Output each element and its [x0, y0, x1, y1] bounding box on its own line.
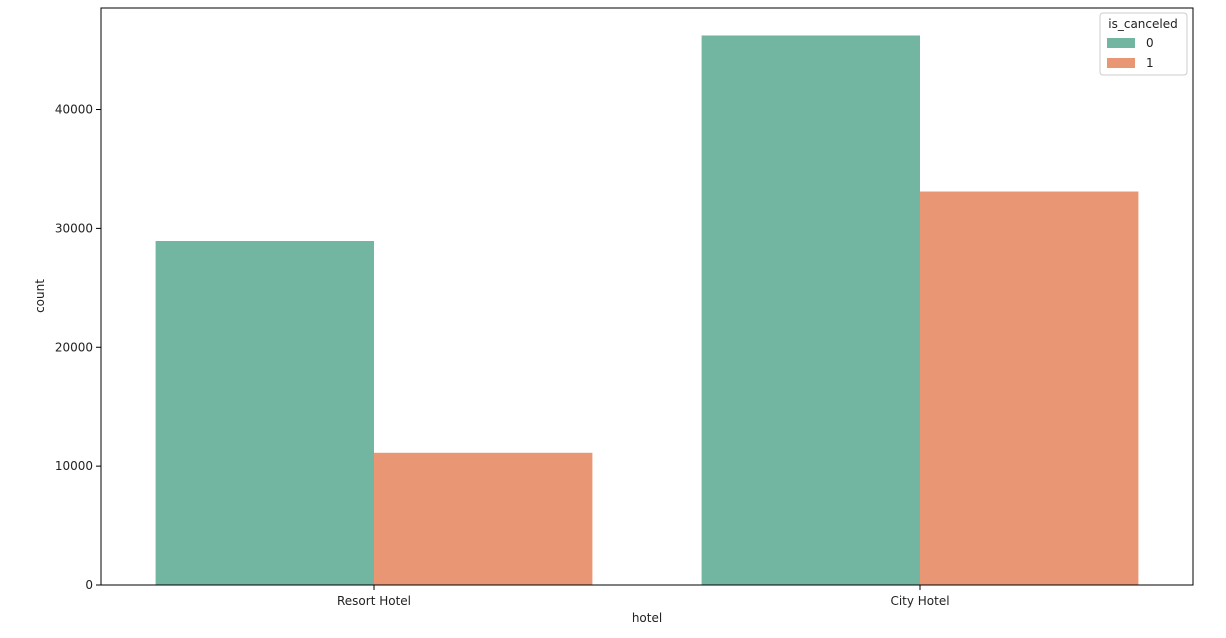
legend-swatch-0 [1107, 38, 1135, 48]
legend-items: 01 [1107, 36, 1154, 70]
bar-resort-hotel-series-1 [374, 452, 593, 585]
y-tick-label: 20000 [55, 340, 93, 354]
y-tick-label: 40000 [55, 103, 93, 117]
bar-city-hotel-series-0 [701, 35, 920, 586]
x-axis: Resort Hotel City Hotel [337, 585, 950, 608]
x-tick-label: Resort Hotel [337, 594, 411, 608]
y-tick-label: 0 [85, 578, 93, 592]
legend-title: is_canceled [1108, 17, 1177, 31]
y-axis-label: count [33, 279, 47, 313]
legend: is_canceled 01 [1099, 12, 1188, 76]
x-tick-label: City Hotel [890, 594, 949, 608]
legend-label-1: 1 [1146, 56, 1154, 70]
y-axis: 0 10000 20000 30000 40000 [55, 103, 101, 592]
y-tick-label: 30000 [55, 221, 93, 235]
bar-city-hotel-series-1 [920, 191, 1139, 585]
y-tick-label: 10000 [55, 459, 93, 473]
x-axis-label: hotel [632, 611, 662, 625]
bars-group [155, 35, 1139, 586]
legend-swatch-1 [1107, 58, 1135, 68]
plot-frame [100, 7, 1194, 586]
legend-label-0: 0 [1146, 36, 1154, 50]
bar-resort-hotel-series-0 [155, 241, 374, 586]
